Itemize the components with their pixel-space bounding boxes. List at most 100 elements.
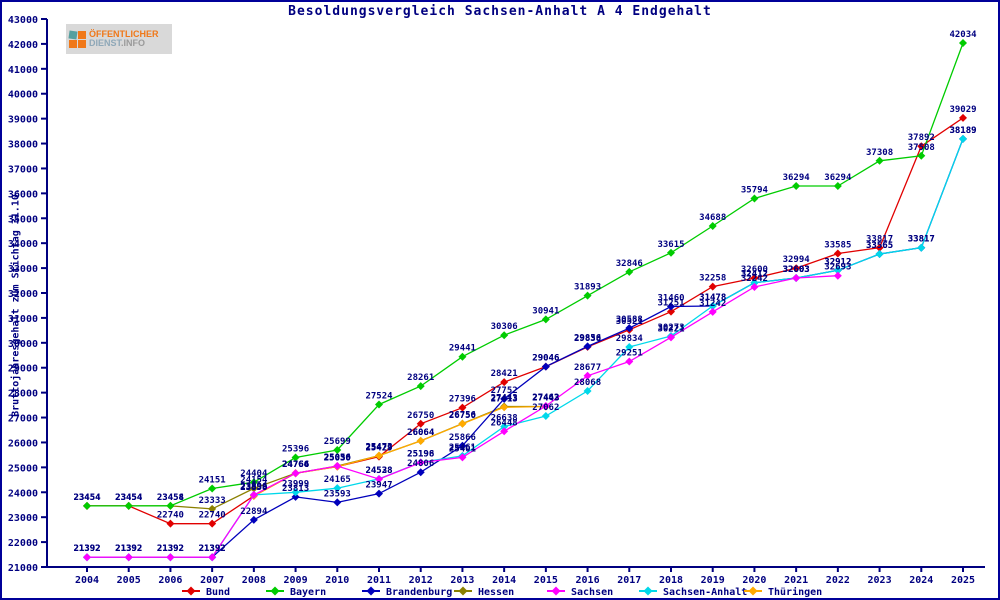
data-point-bund [458,403,467,412]
data-label: 32912 [824,257,851,267]
data-point-sachsen [792,273,801,282]
data-label: 26756 [449,411,476,421]
legend-item-bund: Bund [182,586,230,598]
y-tick-label: 25000 [8,463,38,474]
data-label: 24538 [365,466,392,476]
data-point-sachsen-anhalt [291,488,300,497]
data-point-hessen [208,504,217,513]
x-tick-label: 2017 [617,575,641,586]
data-label: 21392 [199,544,226,554]
data-label: 27462 [532,393,559,403]
data-label: 29046 [532,354,559,364]
data-label: 30588 [616,315,643,325]
data-label: 27413 [491,394,518,404]
data-label: 26750 [449,411,476,421]
series-line-sachsen-anhalt [87,138,964,558]
legend-marker-icon [366,586,376,596]
data-point-sachsen [708,307,717,316]
legend-item-bayern: Bayern [266,586,326,598]
data-label: 29856 [574,333,601,343]
data-label: 27443 [532,394,559,404]
data-point-sachsen-anhalt [708,302,717,311]
legend-marker-icon [748,586,758,596]
x-tick-label: 2004 [75,575,99,586]
x-tick-label: 2014 [492,575,516,586]
data-label: 24764 [282,460,310,470]
data-label: 23850 [240,483,267,493]
data-point-sachsen [166,553,175,562]
legend-marker-icon [551,586,561,596]
data-point-bayern [208,484,217,493]
y-tick-label: 34000 [8,239,38,250]
data-point-hessen [249,484,258,493]
data-label: 37508 [908,143,935,153]
data-point-sachsen-anhalt [333,484,342,493]
data-label: 25056 [324,453,351,463]
data-label: 21392 [199,544,226,554]
data-point-bayern [875,156,884,165]
data-label: 23858 [240,483,267,493]
x-tick-label: 2024 [909,575,933,586]
data-label: 21392 [157,544,184,554]
site-logo[interactable]: ÖFFENTLICHER DIENST.INFO [66,24,172,54]
data-label: 32412 [741,270,768,280]
data-label: 32846 [616,259,643,269]
data-label: 23454 [157,493,185,503]
y-tick-label: 32000 [8,289,38,300]
data-point-bayern [667,248,675,257]
data-point-bund [416,419,425,428]
data-point-thüringen [458,419,467,428]
data-label: 30521 [616,317,643,327]
data-label: 22894 [240,507,268,517]
data-point-sachsen-anhalt [583,386,592,395]
x-tick-label: 2011 [367,575,391,586]
y-tick-label: 33000 [8,264,38,275]
data-label: 32242 [741,274,768,284]
data-label: 24528 [365,466,392,476]
x-tick-label: 2010 [325,575,349,586]
legend-item-thüringen: Thüringen [744,586,822,598]
data-point-thüringen [375,451,383,460]
data-point-sachsen [249,490,258,499]
data-label: 24766 [282,460,309,470]
legend-item-sachsen-anhalt: Sachsen-Anhalt [639,586,747,598]
data-label: 32603 [783,265,810,275]
x-tick-label: 2019 [701,575,725,586]
data-label: 31460 [657,293,684,303]
data-label: 25056 [324,453,351,463]
data-point-bayern [416,382,425,391]
data-label: 32693 [824,263,851,273]
data-label: 28261 [407,373,434,383]
data-label: 28068 [574,378,601,388]
data-point-brandenburg [667,302,675,311]
data-point-brandenburg [333,498,342,507]
data-label: 37892 [908,133,935,143]
y-tick-label: 22000 [8,538,38,549]
data-point-bayern [249,478,258,487]
data-label: 24151 [199,476,226,486]
data-label: 23896 [240,482,267,492]
data-point-sachsen-anhalt [959,134,967,143]
x-tick-label: 2012 [409,575,433,586]
x-tick-label: 2015 [534,575,558,586]
data-label: 23947 [365,481,392,491]
data-label: 39029 [949,105,976,115]
series-line-hessen [87,405,546,510]
data-label: 25473 [365,443,392,453]
x-tick-label: 2018 [659,575,683,586]
data-label: 26750 [407,411,434,421]
x-tick-label: 2025 [951,575,975,586]
y-tick-label: 21000 [8,563,38,574]
data-label: 31478 [699,293,726,303]
data-point-bund [708,282,717,291]
data-point-sachsen [208,553,217,562]
data-label: 23813 [282,484,309,494]
data-point-bayern [625,267,634,276]
y-tick-label: 30000 [8,339,38,350]
logo-line1: ÖFFENTLICHER [89,29,159,39]
legend-item-brandenburg: Brandenburg [362,586,452,598]
data-label: 24806 [407,459,434,469]
data-point-sachsen [375,475,383,484]
